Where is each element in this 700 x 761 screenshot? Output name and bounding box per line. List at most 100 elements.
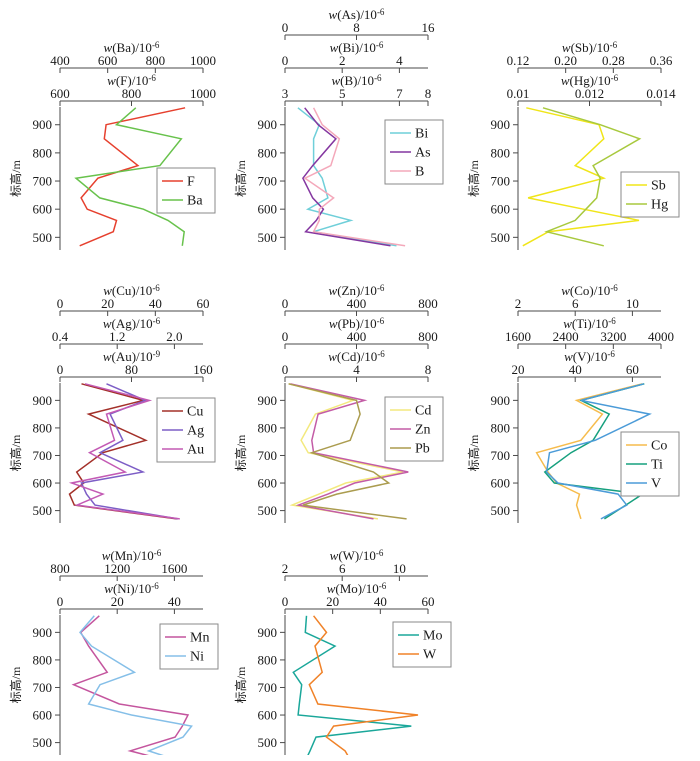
x-tick-label: 0 xyxy=(282,362,289,377)
y-tick-label: 500 xyxy=(491,503,511,518)
series-line-As xyxy=(302,107,391,247)
x-tick-label: 2400 xyxy=(553,329,579,344)
series-line-Ti xyxy=(543,383,645,520)
x-tick-label: 0 xyxy=(282,296,289,311)
x-axis-title-Cd: w(Cd)/10-6 xyxy=(328,349,385,364)
y-tick-label: 900 xyxy=(258,117,278,132)
legend-label-B: B xyxy=(415,165,424,180)
y-axis-elevation: 500 600 700 800 900 标高/m xyxy=(233,107,286,250)
series-line-Ba xyxy=(74,107,186,246)
x-tick-label: 1000 xyxy=(190,53,216,68)
y-tick-label: 600 xyxy=(258,202,278,217)
legend-label-Cu: Cu xyxy=(187,405,203,420)
x-axis-Ni: w(Ni)/10-6 0 20 40 xyxy=(57,581,203,614)
x-tick-label: 6 xyxy=(572,296,579,311)
x-tick-label: 6 xyxy=(339,561,346,576)
x-tick-label: 0 xyxy=(57,594,64,609)
y-axis-elevation: 500 600 700 800 900 标高/m xyxy=(8,107,61,250)
series-line-Mo xyxy=(292,615,412,755)
y-tick-label: 900 xyxy=(33,117,53,132)
series-line-Ni xyxy=(79,615,193,755)
x-tick-label: 1600 xyxy=(505,329,531,344)
x-axis-F: w(F)/10-6 600 800 1000 xyxy=(50,73,216,106)
chart-Mo-W: w(W)/10-6 2 6 10 w(Mo)/10-6 0 20 40 60 500 600 700 8… xyxy=(233,548,452,755)
x-axis-Cd: w(Cd)/10-6 0 4 8 xyxy=(282,349,431,382)
y-tick-label: 700 xyxy=(491,174,511,189)
y-axis-elevation: 500 600 700 800 900 标高/m xyxy=(466,107,519,250)
x-tick-label: 0.014 xyxy=(646,86,676,101)
x-axis-title-Zn: w(Zn)/10-6 xyxy=(329,283,385,298)
y-axis-title: 标高/m xyxy=(466,434,481,471)
x-axis-title-Mo: w(Mo)/10-6 xyxy=(327,581,387,596)
y-tick-label: 700 xyxy=(258,448,278,463)
x-tick-label: 10 xyxy=(626,296,639,311)
series-group xyxy=(292,615,419,755)
panel-f-ba: w(Ba)/10-6 400 600 800 1000 w(F)/10-6 600 800 10… xyxy=(0,0,233,260)
y-tick-label: 800 xyxy=(491,145,511,160)
x-tick-label: 60 xyxy=(197,296,210,311)
x-tick-label: 0.01 xyxy=(507,86,530,101)
y-axis-title: 标高/m xyxy=(8,666,23,703)
y-tick-label: 700 xyxy=(33,680,53,695)
y-tick-label: 800 xyxy=(258,145,278,160)
legend: Co Ti V xyxy=(620,431,680,497)
series-line-Au xyxy=(68,383,180,520)
legend: Bi As B xyxy=(384,119,444,185)
panel-mn-ni: w(Mn)/10-6 800 1200 1600 w(Ni)/10-6 0 20 40 500 6… xyxy=(0,540,233,761)
y-tick-label: 800 xyxy=(33,420,53,435)
series-group xyxy=(288,383,409,520)
panel-mo-w: w(W)/10-6 2 6 10 w(Mo)/10-6 0 20 40 60 500 600 700 8… xyxy=(233,540,466,761)
panel-bi-as-b: w(As)/10-6 0 8 16 w(Bi)/10-6 0 2 4 w(B)/10-6 3 5 7 8… xyxy=(233,0,466,260)
legend-label-W: W xyxy=(423,648,437,663)
legend: Mo W xyxy=(392,621,452,668)
y-tick-label: 500 xyxy=(33,230,53,245)
x-tick-label: 400 xyxy=(347,296,367,311)
legend: Sb Hg xyxy=(620,171,680,218)
x-axis-title-Ag: w(Ag)/10-6 xyxy=(103,316,161,331)
x-axis-title-Bi: w(Bi)/10-6 xyxy=(330,40,384,55)
x-tick-label: 0.12 xyxy=(507,53,530,68)
y-tick-label: 500 xyxy=(33,503,53,518)
x-tick-label: 2 xyxy=(282,561,289,576)
y-axis-title: 标高/m xyxy=(8,434,23,471)
y-axis-elevation: 500 600 700 800 900 标高/m xyxy=(233,615,286,755)
x-axis-Ti: w(Ti)/10-6 1600 2400 3200 4000 xyxy=(505,316,674,349)
x-tick-label: 400 xyxy=(50,53,70,68)
y-tick-label: 900 xyxy=(258,393,278,408)
y-axis-elevation: 500 600 700 800 900 标高/m xyxy=(8,383,61,523)
x-tick-label: 0 xyxy=(282,53,289,68)
x-tick-label: 40 xyxy=(569,362,582,377)
x-axis-title-Hg: w(Hg)/10-6 xyxy=(561,73,619,88)
x-tick-label: 1.2 xyxy=(109,329,125,344)
y-tick-label: 900 xyxy=(491,117,511,132)
x-axis-title-Pb: w(Pb)/10-6 xyxy=(329,316,385,331)
x-tick-label: 5 xyxy=(339,86,346,101)
chart-Sb-Hg: w(Sb)/10-60.12 0.20 0.28 0.36w(Hg)/10-60.01… xyxy=(466,40,680,250)
y-tick-label: 800 xyxy=(33,652,53,667)
series-group xyxy=(535,383,652,520)
series-group xyxy=(297,107,406,247)
series-line-Pb xyxy=(288,383,407,520)
series-group xyxy=(522,107,642,247)
x-tick-label: 60 xyxy=(422,594,435,609)
chart-Cu-Ag-Au: w(Cu)/10-6 0 20 40 60 w(Ag)/10-6 0.4 1.2 2.0 w(Au… xyxy=(8,283,216,523)
y-tick-label: 600 xyxy=(33,708,53,723)
x-tick-label: 80 xyxy=(125,362,138,377)
x-tick-label: 0.20 xyxy=(554,53,577,68)
y-tick-label: 500 xyxy=(491,230,511,245)
chart-Bi-As-B: w(As)/10-6 0 8 16 w(Bi)/10-6 0 2 4 w(B)/10-6 3 5 7 8… xyxy=(233,7,444,250)
series-line-W xyxy=(308,615,419,755)
x-tick-label: 0.28 xyxy=(602,53,625,68)
panel-cu-ag-au: w(Cu)/10-6 0 20 40 60 w(Ag)/10-6 0.4 1.2 2.0 w(Au… xyxy=(0,260,233,540)
y-tick-label: 600 xyxy=(258,708,278,723)
x-axis-Cu: w(Cu)/10-6 0 20 40 60 xyxy=(57,283,210,316)
legend-label-Co: Co xyxy=(651,439,667,454)
x-axis-Mo: w(Mo)/10-6 0 20 40 60 xyxy=(282,581,435,614)
x-tick-label: 0.36 xyxy=(650,53,673,68)
legend-label-Mo: Mo xyxy=(423,629,442,644)
x-tick-label: 400 xyxy=(347,329,367,344)
y-tick-label: 900 xyxy=(258,625,278,640)
legend-label-Au: Au xyxy=(187,443,204,458)
y-tick-label: 700 xyxy=(258,680,278,695)
